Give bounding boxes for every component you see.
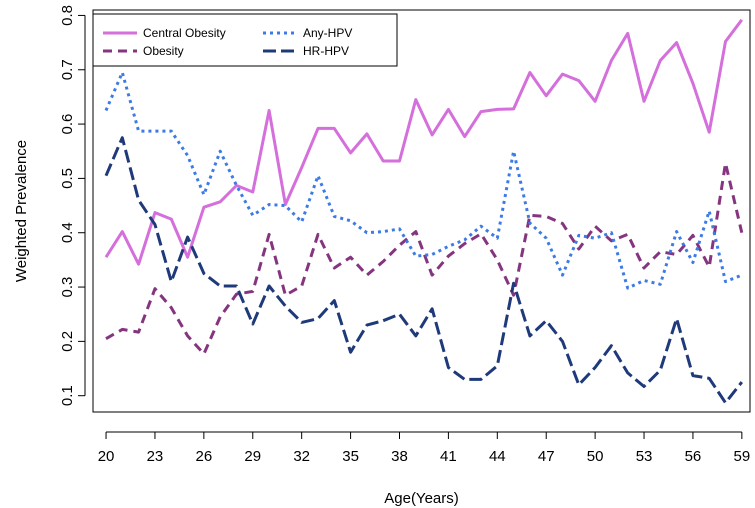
y-axis-title: Weighted Prevalence	[13, 140, 30, 282]
x-tick-label: 59	[734, 448, 751, 465]
series-line-hr-hpv	[104, 136, 743, 405]
x-tick-label: 32	[293, 448, 310, 465]
x-axis-title: Age(Years)	[384, 490, 459, 507]
y-tick-label: 0.3	[59, 277, 76, 298]
x-tick-label: 38	[391, 448, 408, 465]
legend-label-hr-hpv: HR-HPV	[303, 44, 349, 58]
series-line-obesity	[105, 161, 744, 356]
x-tick-label: 29	[244, 448, 261, 465]
y-tick-label: 0.7	[59, 59, 76, 80]
x-tick-label: 23	[147, 448, 164, 465]
x-tick-label: 41	[440, 448, 457, 465]
y-tick-label: 0.8	[59, 5, 76, 26]
x-tick-label: 47	[538, 448, 555, 465]
y-tick-label: 0.5	[59, 168, 76, 189]
x-tick-label: 20	[98, 448, 115, 465]
y-tick-label: 0.2	[59, 331, 76, 352]
x-tick-label: 53	[636, 448, 653, 465]
y-tick-label: 0.4	[59, 222, 76, 243]
legend-box	[92, 13, 398, 67]
x-tick-label: 56	[685, 448, 702, 465]
x-tick-label: 50	[587, 448, 604, 465]
legend-label-obesity: Obesity	[143, 44, 184, 58]
x-tick-label: 35	[342, 448, 359, 465]
y-tick-label: 0.6	[59, 114, 76, 135]
legend-label-any-hpv: Any-HPV	[303, 26, 352, 40]
x-tick-label: 26	[196, 448, 213, 465]
legend-label-central-obesity: Central Obesity	[143, 26, 226, 40]
plot-frame	[92, 9, 751, 413]
x-tick-label: 44	[489, 448, 506, 465]
y-tick-label: 0.1	[59, 385, 76, 406]
series-line-central-obesity	[104, 18, 743, 266]
